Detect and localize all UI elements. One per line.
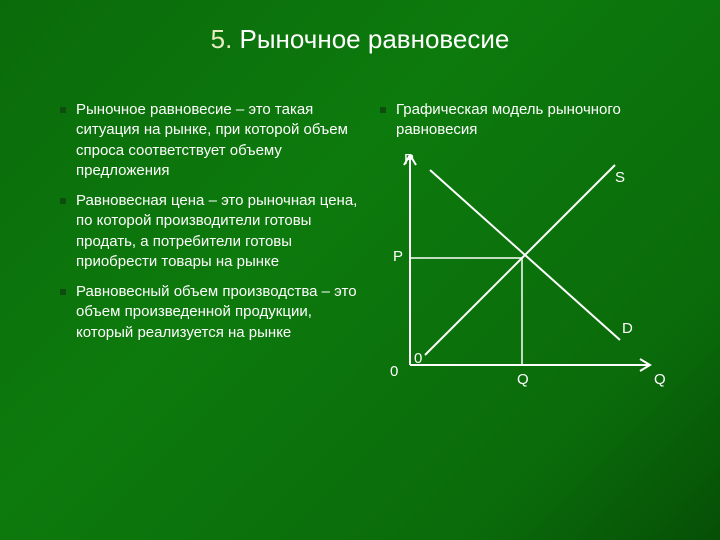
title-number: 5. [211,24,233,54]
label-d: D [622,320,633,337]
label-q-eq: Q [517,371,529,388]
label-p-eq: P [393,248,403,265]
title-text: Рыночное равновесие [240,24,510,54]
supply-demand-chart: P Q P Q S D 0 0 [390,155,690,415]
label-zero-outer: 0 [390,363,398,380]
chart-svg [390,155,670,395]
right-bullet-text: Графическая модель рыночного равновесия [396,101,621,138]
bullet-term: Рыночное равновесие [76,101,232,118]
label-q-axis: Q [654,371,666,388]
bullet-item: Равновесная цена – это рыночная цена, по… [60,191,360,272]
bullet-term: Равновесная цена [76,192,204,209]
left-column: Рыночное равновесие – это такая ситуация… [60,100,360,353]
label-s: S [615,169,625,186]
slide: 5. Рыночное равновесие Рыночное равновес… [0,0,720,540]
supply-line [425,165,615,355]
label-p-axis: P [404,151,414,168]
bullet-item: Графическая модель рыночного равновесия [380,100,690,141]
bullet-term: Равновесный объем производства [76,283,317,300]
label-zero-inner: 0 [414,350,422,367]
bullet-item: Равновесный объем производства – это объ… [60,282,360,343]
bullet-item: Рыночное равновесие – это такая ситуация… [60,100,360,181]
right-column: Графическая модель рыночного равновесия [380,100,690,151]
slide-title: 5. Рыночное равновесие [0,24,720,55]
